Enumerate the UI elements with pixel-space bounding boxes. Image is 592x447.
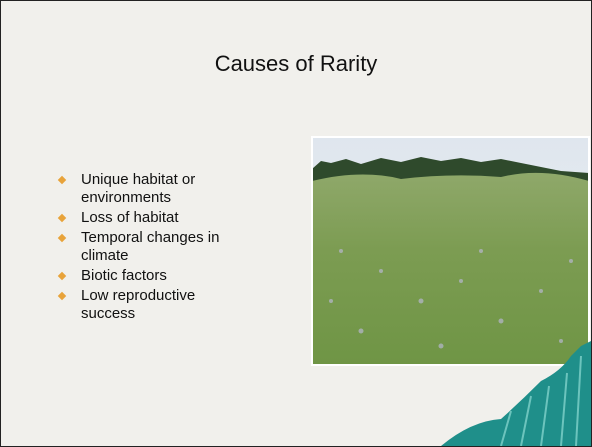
bullet-list: Unique habitat or environments Loss of ha… <box>53 171 228 325</box>
bullet-item: Unique habitat or environments <box>53 171 228 207</box>
bullet-item: Biotic factors <box>53 267 228 285</box>
bullet-item: Low reproductive success <box>53 287 228 323</box>
bullet-item: Loss of habitat <box>53 209 228 227</box>
slide-title: Causes of Rarity <box>1 51 591 77</box>
bullet-item: Temporal changes in climate <box>53 229 228 265</box>
slide: Causes of Rarity Unique habitat or envir… <box>0 0 592 447</box>
photo <box>312 137 589 365</box>
